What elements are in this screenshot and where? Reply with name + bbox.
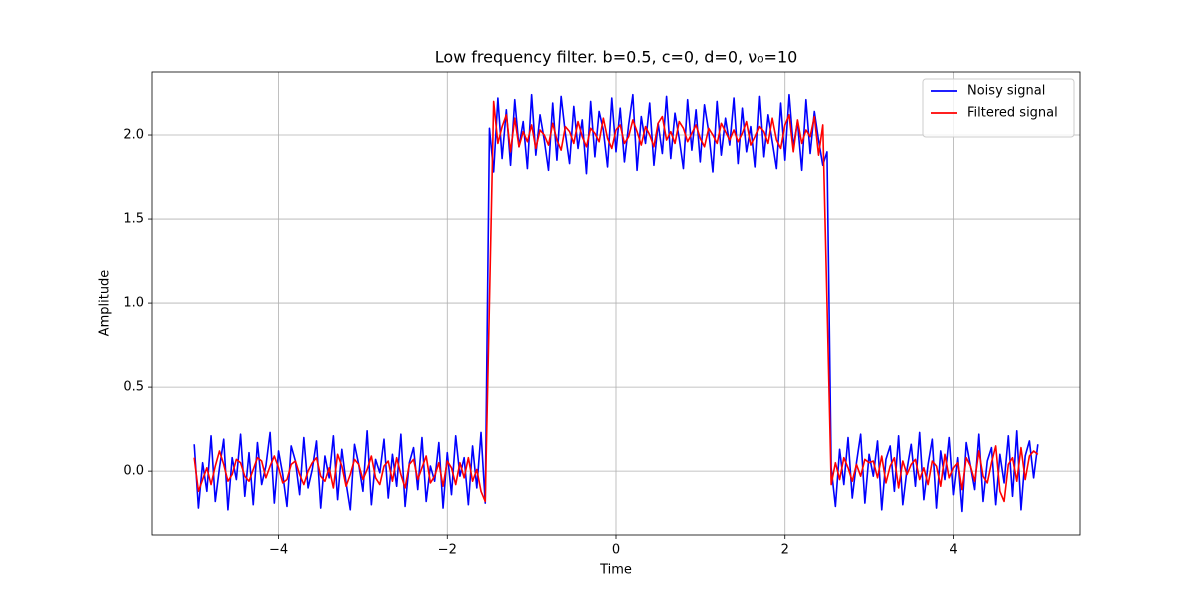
x-tick-label: 0 xyxy=(612,543,620,558)
x-tick-label: −2 xyxy=(438,543,457,558)
legend-label: Noisy signal xyxy=(967,84,1045,99)
legend-label: Filtered signal xyxy=(967,106,1058,121)
y-tick-label: 1.0 xyxy=(123,296,144,311)
x-tick-label: 2 xyxy=(781,543,789,558)
y-axis-label: Amplitude xyxy=(98,270,113,337)
series-line xyxy=(193,93,1039,513)
plot-frame xyxy=(151,71,1081,536)
legend: Noisy signal Filtered signal xyxy=(922,78,1075,138)
legend-box xyxy=(922,78,1075,138)
y-tick-label: 0.0 xyxy=(123,464,144,479)
y-tick-label: 1.5 xyxy=(123,212,144,227)
y-tick-label: 2.0 xyxy=(123,128,144,143)
chart-title: Low frequency filter. b=0.5, c=0, d=0, ν… xyxy=(435,48,798,67)
x-tick-label: 4 xyxy=(949,543,957,558)
y-tick-label: 0.5 xyxy=(123,380,144,395)
x-tick-label: −4 xyxy=(269,543,288,558)
x-axis-label: Time xyxy=(599,563,632,578)
series-line xyxy=(193,100,1039,503)
